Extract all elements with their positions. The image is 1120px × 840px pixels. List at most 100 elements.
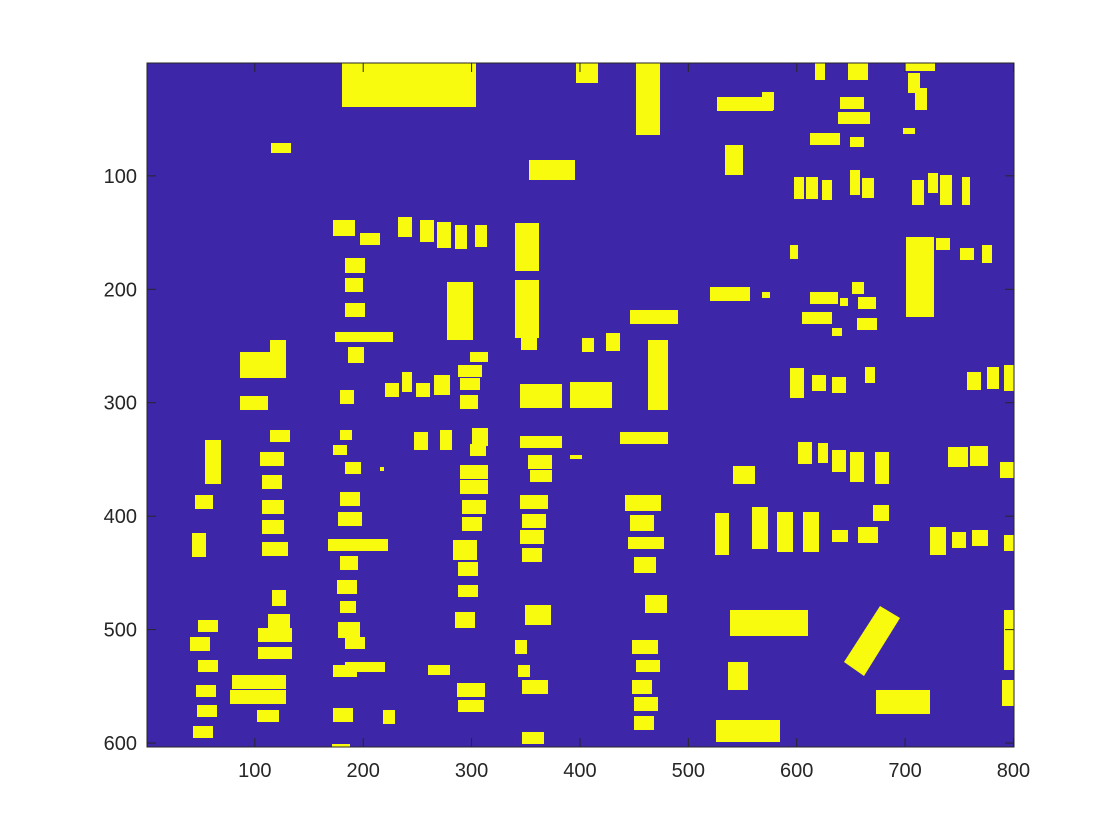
building-region (852, 282, 864, 294)
building-region (790, 245, 798, 259)
building-region (522, 514, 546, 528)
building-region (195, 495, 213, 509)
building-region (455, 225, 467, 249)
building-region (258, 628, 292, 642)
building-region (460, 465, 488, 479)
building-region (458, 585, 478, 597)
x-tick-label: 800 (997, 760, 1030, 782)
building-region (818, 443, 828, 463)
building-region (420, 220, 434, 242)
building-region (457, 683, 485, 697)
building-region (912, 180, 924, 205)
y-tick-label: 500 (104, 620, 137, 642)
x-tick-label: 500 (672, 760, 705, 782)
building-region (232, 675, 286, 689)
building-region (458, 562, 478, 576)
building-region (258, 647, 292, 659)
building-region (340, 492, 360, 506)
building-region (648, 340, 668, 410)
building-region (440, 430, 452, 450)
building-region (987, 367, 999, 389)
building-region (520, 384, 562, 408)
building-region (752, 507, 768, 549)
building-region (458, 365, 482, 377)
building-region (832, 530, 848, 542)
building-region (960, 248, 974, 260)
building-region (340, 390, 354, 404)
building-region (272, 590, 286, 606)
building-region (777, 512, 793, 552)
building-region (832, 377, 846, 393)
building-region (606, 333, 620, 351)
building-region (522, 732, 544, 744)
building-region (632, 680, 652, 694)
building-region (762, 292, 770, 298)
building-region (348, 347, 364, 363)
building-region (620, 432, 668, 444)
building-region (940, 175, 952, 205)
building-region (240, 352, 270, 378)
x-tick-label: 400 (563, 760, 596, 782)
building-region (447, 282, 473, 340)
building-region (520, 530, 544, 544)
building-region (333, 708, 353, 722)
building-region (192, 533, 206, 557)
building-region (730, 610, 808, 636)
building-region (198, 660, 218, 672)
building-region (414, 432, 428, 450)
building-region (525, 605, 551, 625)
building-region (715, 513, 729, 555)
building-region (716, 720, 780, 742)
y-tick-label: 400 (104, 506, 137, 528)
image-content (190, 63, 1014, 747)
building-region (460, 378, 480, 390)
building-region (345, 258, 365, 273)
building-region (332, 744, 350, 747)
building-region (270, 430, 290, 442)
building-region (762, 92, 774, 110)
building-region (398, 217, 412, 237)
building-region (470, 352, 488, 362)
building-region (840, 97, 864, 109)
building-region (240, 396, 268, 410)
building-region (840, 298, 848, 306)
building-region (529, 160, 575, 180)
building-region (340, 601, 356, 613)
building-region (257, 710, 279, 722)
y-tick-label: 100 (104, 166, 137, 188)
building-region (1002, 680, 1014, 706)
building-region (1000, 462, 1014, 478)
building-region (530, 470, 552, 482)
building-region (906, 237, 934, 317)
building-region (515, 223, 539, 271)
building-region (268, 614, 290, 628)
building-region (625, 495, 661, 511)
building-region (345, 662, 385, 672)
building-region (630, 310, 678, 324)
building-region (521, 338, 537, 350)
building-region (570, 455, 582, 459)
building-region (338, 512, 362, 526)
building-region (1004, 610, 1014, 670)
building-region (345, 462, 361, 474)
building-region (437, 222, 451, 248)
building-region (1004, 535, 1014, 551)
building-region (632, 640, 658, 654)
building-region (802, 312, 832, 324)
building-region (328, 539, 388, 551)
building-region (962, 177, 970, 205)
building-region (197, 705, 217, 717)
building-region (967, 372, 981, 390)
building-region (193, 726, 213, 738)
building-region (338, 622, 360, 638)
building-region (262, 520, 284, 534)
building-region (472, 428, 488, 446)
building-region (636, 63, 660, 135)
building-region (812, 375, 826, 391)
building-region (798, 442, 812, 464)
y-tick-label: 200 (104, 279, 137, 301)
building-region (728, 662, 748, 690)
y-tick-label: 600 (104, 733, 137, 755)
